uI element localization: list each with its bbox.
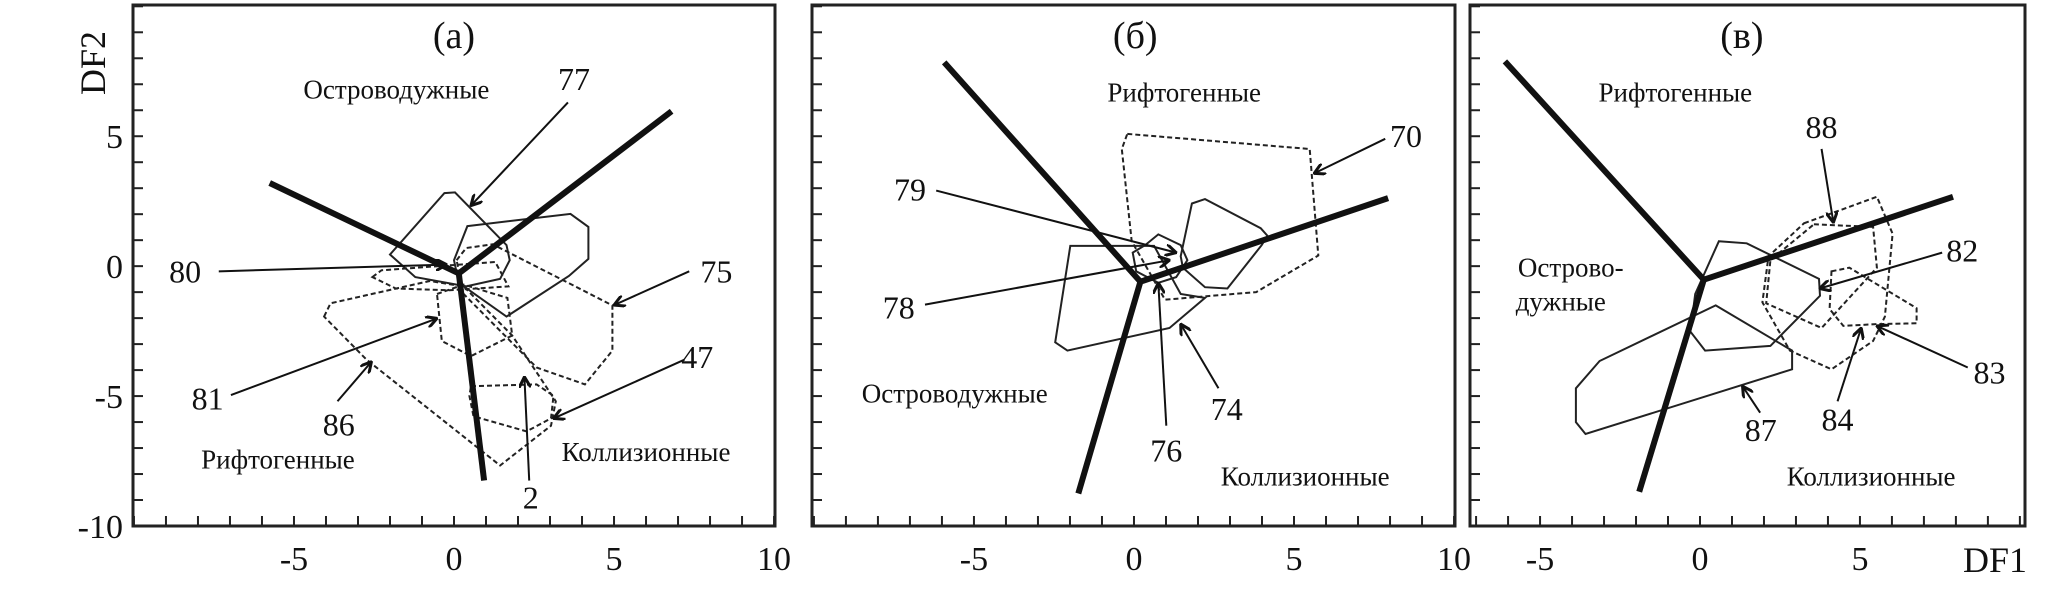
leader-arrow bbox=[1820, 148, 1834, 223]
x-tick-label: -5 bbox=[960, 541, 988, 578]
leader-arrow bbox=[554, 358, 685, 419]
sample-number-label: 86 bbox=[323, 407, 355, 443]
sample-number-label: 84 bbox=[1822, 401, 1854, 437]
sample-number-label: 75 bbox=[700, 253, 732, 289]
x-tick-label: 0 bbox=[446, 541, 463, 578]
leader-arrow bbox=[524, 377, 529, 481]
field-polygon-2 bbox=[468, 383, 555, 433]
region-label: Рифтогенные bbox=[201, 445, 355, 475]
sample-number-label: 78 bbox=[883, 290, 915, 326]
discriminant-boundary bbox=[1636, 278, 1707, 493]
field-polygon-75 bbox=[455, 243, 614, 386]
leader-arrow bbox=[1181, 324, 1220, 389]
region-label: Коллизионные bbox=[562, 437, 731, 467]
sample-number-label: 77 bbox=[558, 61, 590, 97]
region-label: Островодужные bbox=[862, 379, 1048, 409]
x-tick-label: -5 bbox=[1526, 541, 1554, 578]
x-tick-label: 10 bbox=[757, 541, 791, 578]
field-polygon-80 bbox=[370, 260, 511, 292]
region-label: Коллизионные bbox=[1221, 462, 1390, 492]
region-label: Рифтогенные bbox=[1107, 78, 1261, 108]
sample-number-label: 83 bbox=[1973, 355, 2005, 391]
leader-arrow bbox=[471, 101, 569, 205]
x-tick-label: 0 bbox=[1125, 541, 1142, 578]
field-polygon-82 bbox=[1765, 223, 1878, 330]
x-tick-label: -5 bbox=[280, 541, 308, 578]
field-polygon-70 bbox=[1120, 132, 1320, 301]
y-tick-label: 5 bbox=[106, 119, 123, 156]
sample-number-label: 74 bbox=[1211, 391, 1243, 427]
x-tick-label: 10 bbox=[1437, 541, 1471, 578]
field-polygon-74 bbox=[1054, 244, 1208, 352]
region-label: Рифтогенные bbox=[1599, 78, 1753, 108]
region-label: Островодужные bbox=[303, 74, 489, 104]
sample-number-label: 2 bbox=[523, 479, 539, 515]
field-polygon-81 bbox=[435, 283, 514, 358]
sample-number-label: 81 bbox=[192, 381, 224, 417]
leader-arrow bbox=[336, 362, 372, 402]
field-polygon-c-upper bbox=[1689, 240, 1822, 352]
panel-v: -5 0 5 DF1 (в) 88 82 83 84 87 Рифтогенные Острово-д… bbox=[1468, 3, 2027, 580]
leader-arrow bbox=[1743, 386, 1761, 414]
sample-number-label: 47 bbox=[681, 339, 713, 375]
field-polygon-78 bbox=[1179, 198, 1269, 290]
panel-a: -5 0 5 10 -10 -5 0 5 DF2 (a) 77 80 75 81 86 47 2 Островод… bbox=[73, 3, 791, 578]
region-label: дужные bbox=[1516, 286, 1606, 316]
field-polygon-83 bbox=[1828, 266, 1918, 327]
sample-number-label: 76 bbox=[1150, 433, 1182, 469]
region-label: Острово- bbox=[1518, 253, 1624, 283]
y-tick-label: 0 bbox=[106, 249, 123, 286]
leader-arrow bbox=[1877, 326, 1969, 369]
y-axis-title: DF2 bbox=[73, 31, 113, 95]
leader-arrow bbox=[1820, 251, 1943, 289]
panel-title: (в) bbox=[1720, 15, 1763, 57]
x-tick-label: 0 bbox=[1691, 541, 1708, 578]
panel-title: (a) bbox=[433, 15, 475, 57]
x-tick-label: 5 bbox=[1286, 541, 1303, 578]
sample-number-label: 80 bbox=[169, 253, 201, 289]
leader-arrow bbox=[924, 260, 1170, 306]
panel-b: -5 0 5 10 (б) 79 78 76 74 70 Рифтогенные Островодуж… bbox=[810, 3, 1471, 578]
sample-number-label: 70 bbox=[1390, 118, 1422, 154]
y-tick-label: -10 bbox=[78, 509, 123, 546]
sample-number-label: 79 bbox=[894, 171, 926, 207]
discriminant-boundary bbox=[455, 273, 488, 481]
field-polygon-77b bbox=[452, 212, 590, 318]
sample-number-label: 87 bbox=[1745, 412, 1777, 448]
sample-number-label: 82 bbox=[1946, 233, 1978, 269]
field-polygon-77 bbox=[388, 191, 511, 288]
x-tick-label: 5 bbox=[606, 541, 623, 578]
leader-arrow bbox=[1836, 328, 1862, 402]
leader-arrow bbox=[218, 265, 447, 273]
sample-number-label: 88 bbox=[1806, 109, 1838, 145]
leader-arrow bbox=[614, 270, 690, 305]
field-polygon-86 bbox=[322, 279, 557, 467]
leader-arrow bbox=[1158, 283, 1168, 426]
leader-arrow bbox=[935, 189, 1176, 253]
x-axis-title: DF1 bbox=[1963, 540, 2027, 580]
y-tick-label: -5 bbox=[95, 379, 123, 416]
region-label: Коллизионные bbox=[1787, 462, 1956, 492]
x-tick-label: 5 bbox=[1851, 541, 1868, 578]
field-polygon-88 bbox=[1761, 195, 1894, 371]
field-polygon-87 bbox=[1574, 304, 1794, 436]
panel-title: (б) bbox=[1113, 15, 1158, 57]
discriminant-boundary bbox=[268, 108, 674, 277]
leader-arrow bbox=[230, 318, 437, 396]
field-polygon-76 bbox=[1131, 233, 1189, 284]
leader-arrow bbox=[1314, 137, 1386, 174]
discriminant-boundary bbox=[1075, 280, 1144, 495]
